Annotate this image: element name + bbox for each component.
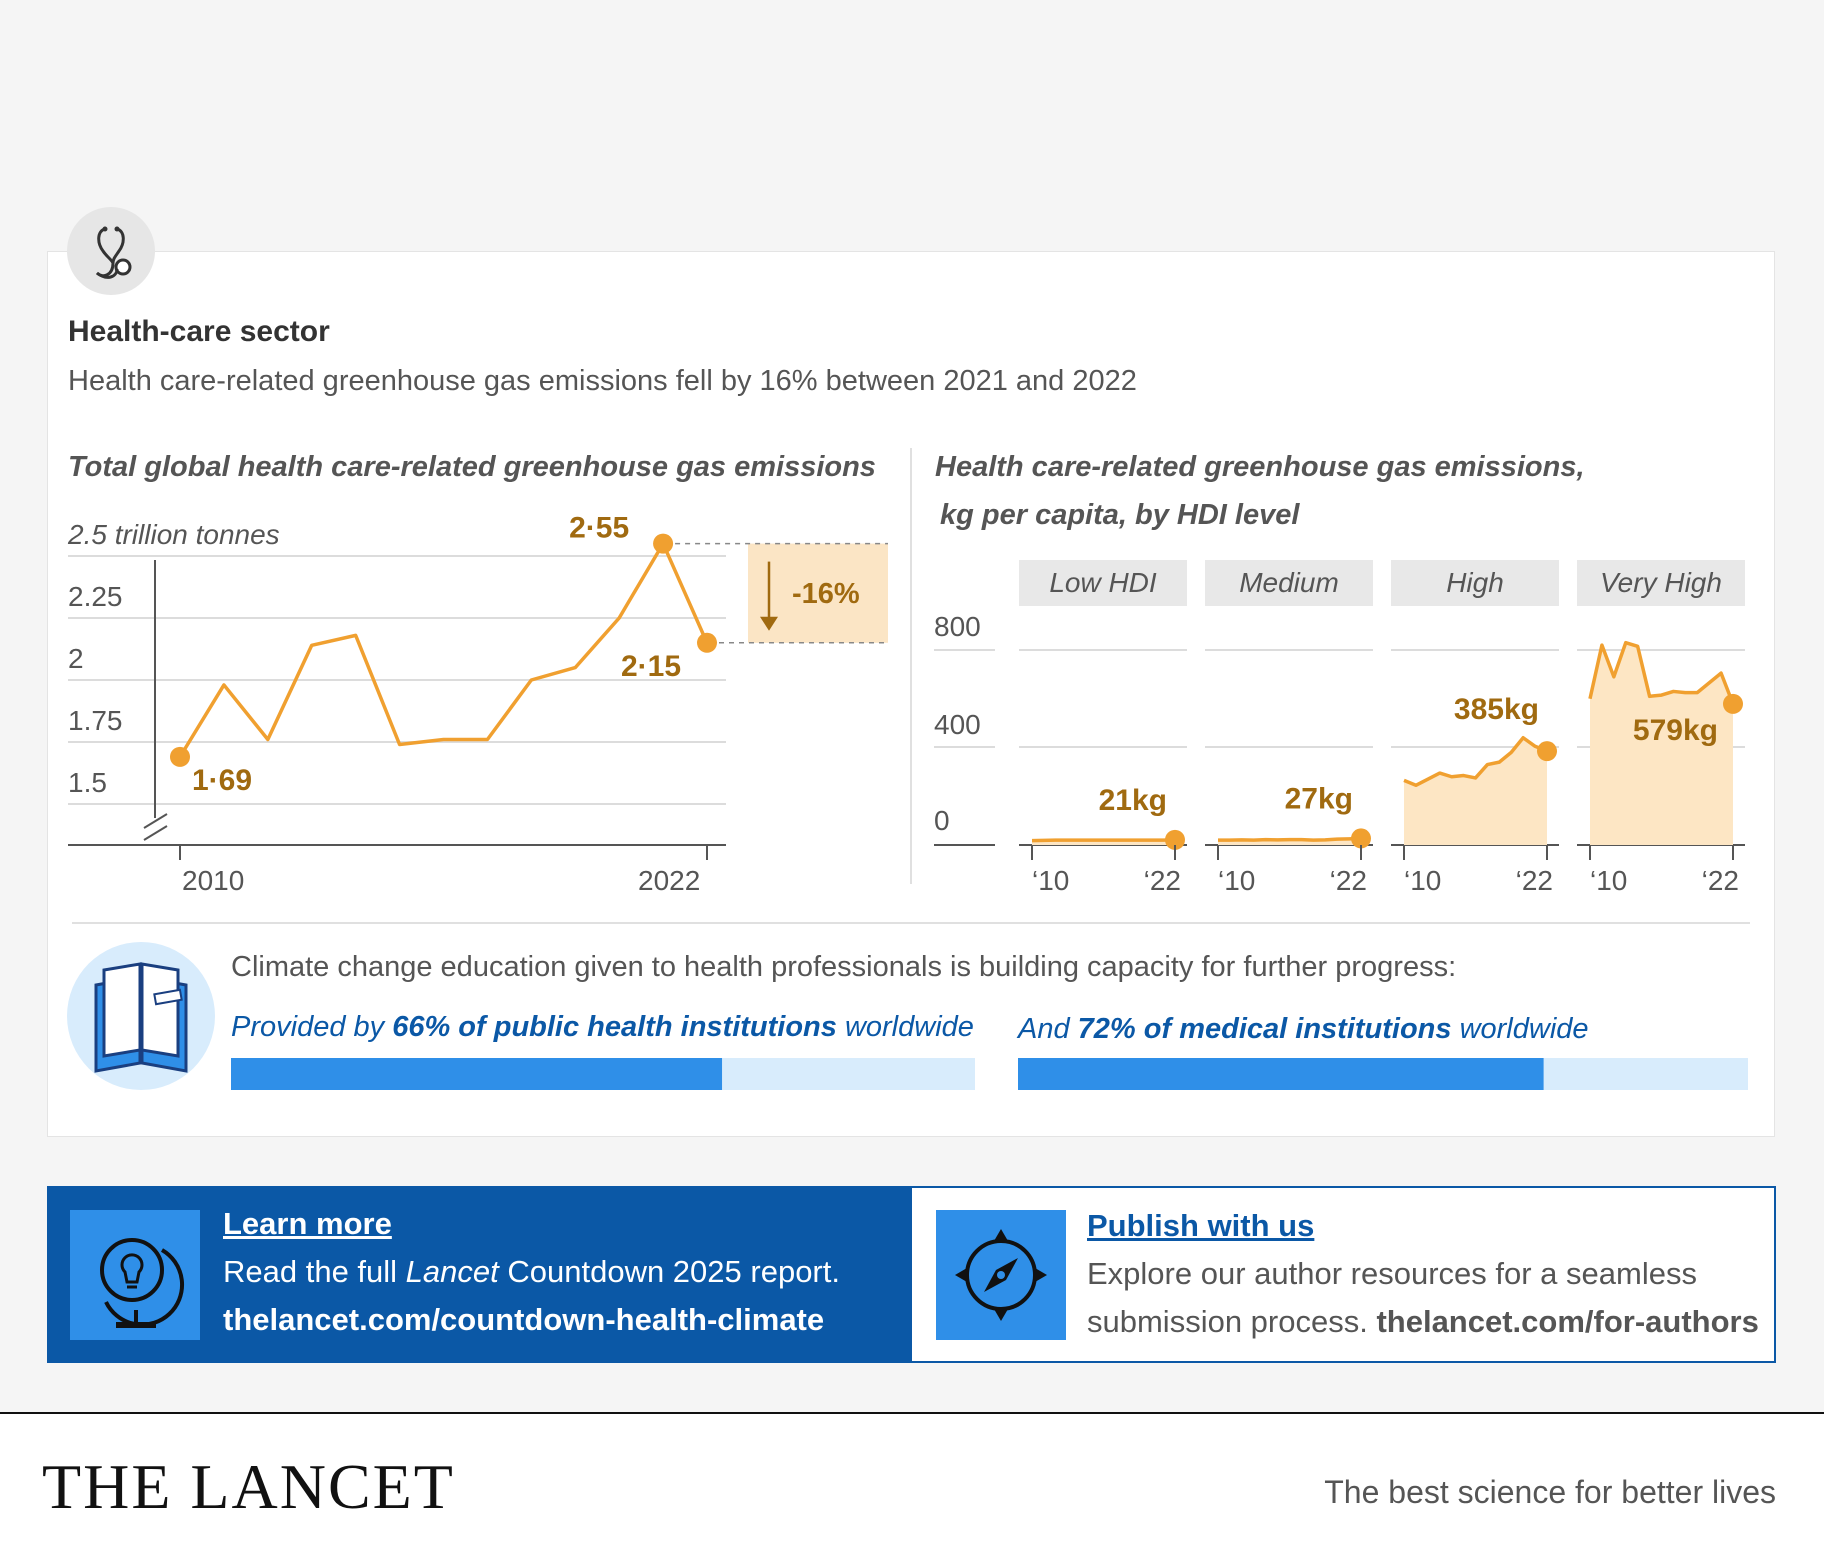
peak-value-label: 2·55	[569, 512, 629, 545]
end-value-label: 579kg	[1633, 714, 1718, 747]
y-tick-label: 1.75	[68, 705, 123, 736]
publish-panel[interactable]: Publish with us Explore our author resou…	[912, 1186, 1776, 1363]
end-value-label: 385kg	[1454, 693, 1539, 726]
footer: THE LANCET The best science for better l…	[0, 1414, 1824, 1541]
education-section: Climate change education given to health…	[67, 942, 1748, 1090]
data-point	[653, 533, 674, 554]
end-point	[1723, 693, 1743, 714]
compass-icon	[936, 1210, 1066, 1340]
main-canvas: Health-care sector Health care-related g…	[67, 315, 1750, 1090]
learn-more-url[interactable]: thelancet.com/countdown-health-climate	[223, 1302, 825, 1337]
education-bar-1-label: Provided by 66% of public health institu…	[231, 1011, 974, 1043]
education-bar-2-fill	[1018, 1058, 1544, 1090]
publish-description-line2: submission process. thelancet.com/for-au…	[1087, 1304, 1759, 1339]
footer-rule	[0, 1412, 1824, 1414]
series-line	[1403, 736, 1548, 788]
section-title: Health-care sector	[68, 315, 330, 348]
x-tick-label: ‘22	[1144, 865, 1181, 896]
tagline: The best science for better lives	[1324, 1474, 1776, 1510]
panel-header	[1391, 560, 1559, 606]
book-icon	[67, 942, 215, 1090]
x-tick-label: ‘10	[1590, 865, 1627, 896]
hdi-panel-high: High 385kg ‘10 ‘22	[1391, 560, 1559, 896]
series-line	[1218, 836, 1362, 842]
x-tick-label: 2010	[182, 865, 244, 896]
change-label: -16%	[792, 578, 860, 610]
panel-name: Very High	[1600, 567, 1722, 598]
y-tick-label: 2.25	[68, 581, 123, 612]
series-line	[1588, 640, 1735, 705]
end-value-label: 21kg	[1099, 784, 1167, 817]
start-value-label: 1·69	[192, 764, 252, 797]
per-capita-chart: Health care-related greenhouse gas emiss…	[934, 451, 1745, 896]
panel-header	[1019, 560, 1187, 606]
end-point	[1351, 828, 1371, 849]
axis-break	[143, 825, 168, 841]
y-tick-label: 400	[934, 709, 981, 740]
publish-url[interactable]: thelancet.com/for-authors	[1376, 1304, 1759, 1339]
learn-more-link[interactable]: Learn more	[223, 1206, 392, 1241]
learn-more-text: Learn more Read the full Lancet Countdow…	[223, 1200, 840, 1344]
stethoscope-icon	[67, 207, 155, 295]
x-tick-label: ‘22	[1702, 865, 1739, 896]
down-arrow-head	[760, 616, 778, 631]
education-bar-1-fill	[231, 1058, 723, 1090]
panel-header	[1577, 560, 1745, 606]
y-tick-label: 800	[934, 611, 981, 642]
panel-header	[1205, 560, 1373, 606]
globe-lightbulb-icon	[70, 1210, 200, 1340]
hdi-panel-medium: Medium 27kg ‘10 ‘22	[1205, 560, 1373, 896]
hdi-panel-very-high: Very High 579kg ‘10 ‘22	[1577, 560, 1745, 896]
x-tick-label: ‘10	[1218, 865, 1255, 896]
publish-text: Publish with us Explore our author resou…	[1087, 1202, 1759, 1346]
total-emissions-chart: Total global health care-related greenho…	[67, 451, 888, 896]
x-tick-label: 2022	[638, 865, 700, 896]
y-tick-label: 1.5	[68, 767, 107, 798]
learn-more-description: Read the full Lancet Countdown 2025 repo…	[223, 1254, 840, 1289]
x-tick-label: ‘10	[1032, 865, 1069, 896]
learn-more-panel[interactable]: Learn more Read the full Lancet Countdow…	[47, 1186, 912, 1363]
right-chart-title-line1: Health care-related greenhouse gas emiss…	[935, 451, 1585, 483]
area-fill	[1404, 737, 1547, 845]
section-subtitle: Health care-related greenhouse gas emiss…	[68, 365, 1137, 397]
publish-description-line1: Explore our author resources for a seaml…	[1087, 1256, 1697, 1291]
lancet-logo: THE LANCET	[42, 1451, 455, 1522]
axis-break	[143, 813, 168, 829]
panel-name: Medium	[1239, 567, 1339, 598]
end-point	[1537, 741, 1557, 762]
x-tick-label: ‘22	[1330, 865, 1367, 896]
right-chart-title-line2: kg per capita, by HDI level	[940, 499, 1300, 531]
education-bar-2-label: And 72% of medical institutions worldwid…	[1016, 1013, 1589, 1045]
y-tick-label: 2	[68, 643, 84, 674]
y-axis-label: 2.5 trillion tonnes	[67, 519, 280, 550]
left-chart-title: Total global health care-related greenho…	[68, 451, 876, 483]
hdi-panel-low-hdi: Low HDI 21kg ‘10 ‘22	[1019, 560, 1187, 896]
education-intro: Climate change education given to health…	[231, 951, 1456, 983]
data-point	[170, 746, 190, 767]
end-value-label: 2·15	[621, 650, 681, 683]
end-point	[1165, 829, 1185, 850]
emissions-line	[178, 541, 709, 758]
panel-name: Low HDI	[1049, 567, 1157, 598]
series-line	[1031, 838, 1176, 843]
x-tick-label: ‘22	[1516, 865, 1553, 896]
publish-link[interactable]: Publish with us	[1087, 1208, 1315, 1243]
panel-name: High	[1446, 567, 1504, 598]
y-tick-label: 0	[934, 805, 950, 836]
end-value-label: 27kg	[1285, 782, 1353, 815]
data-point	[697, 632, 717, 653]
x-tick-label: ‘10	[1404, 865, 1441, 896]
